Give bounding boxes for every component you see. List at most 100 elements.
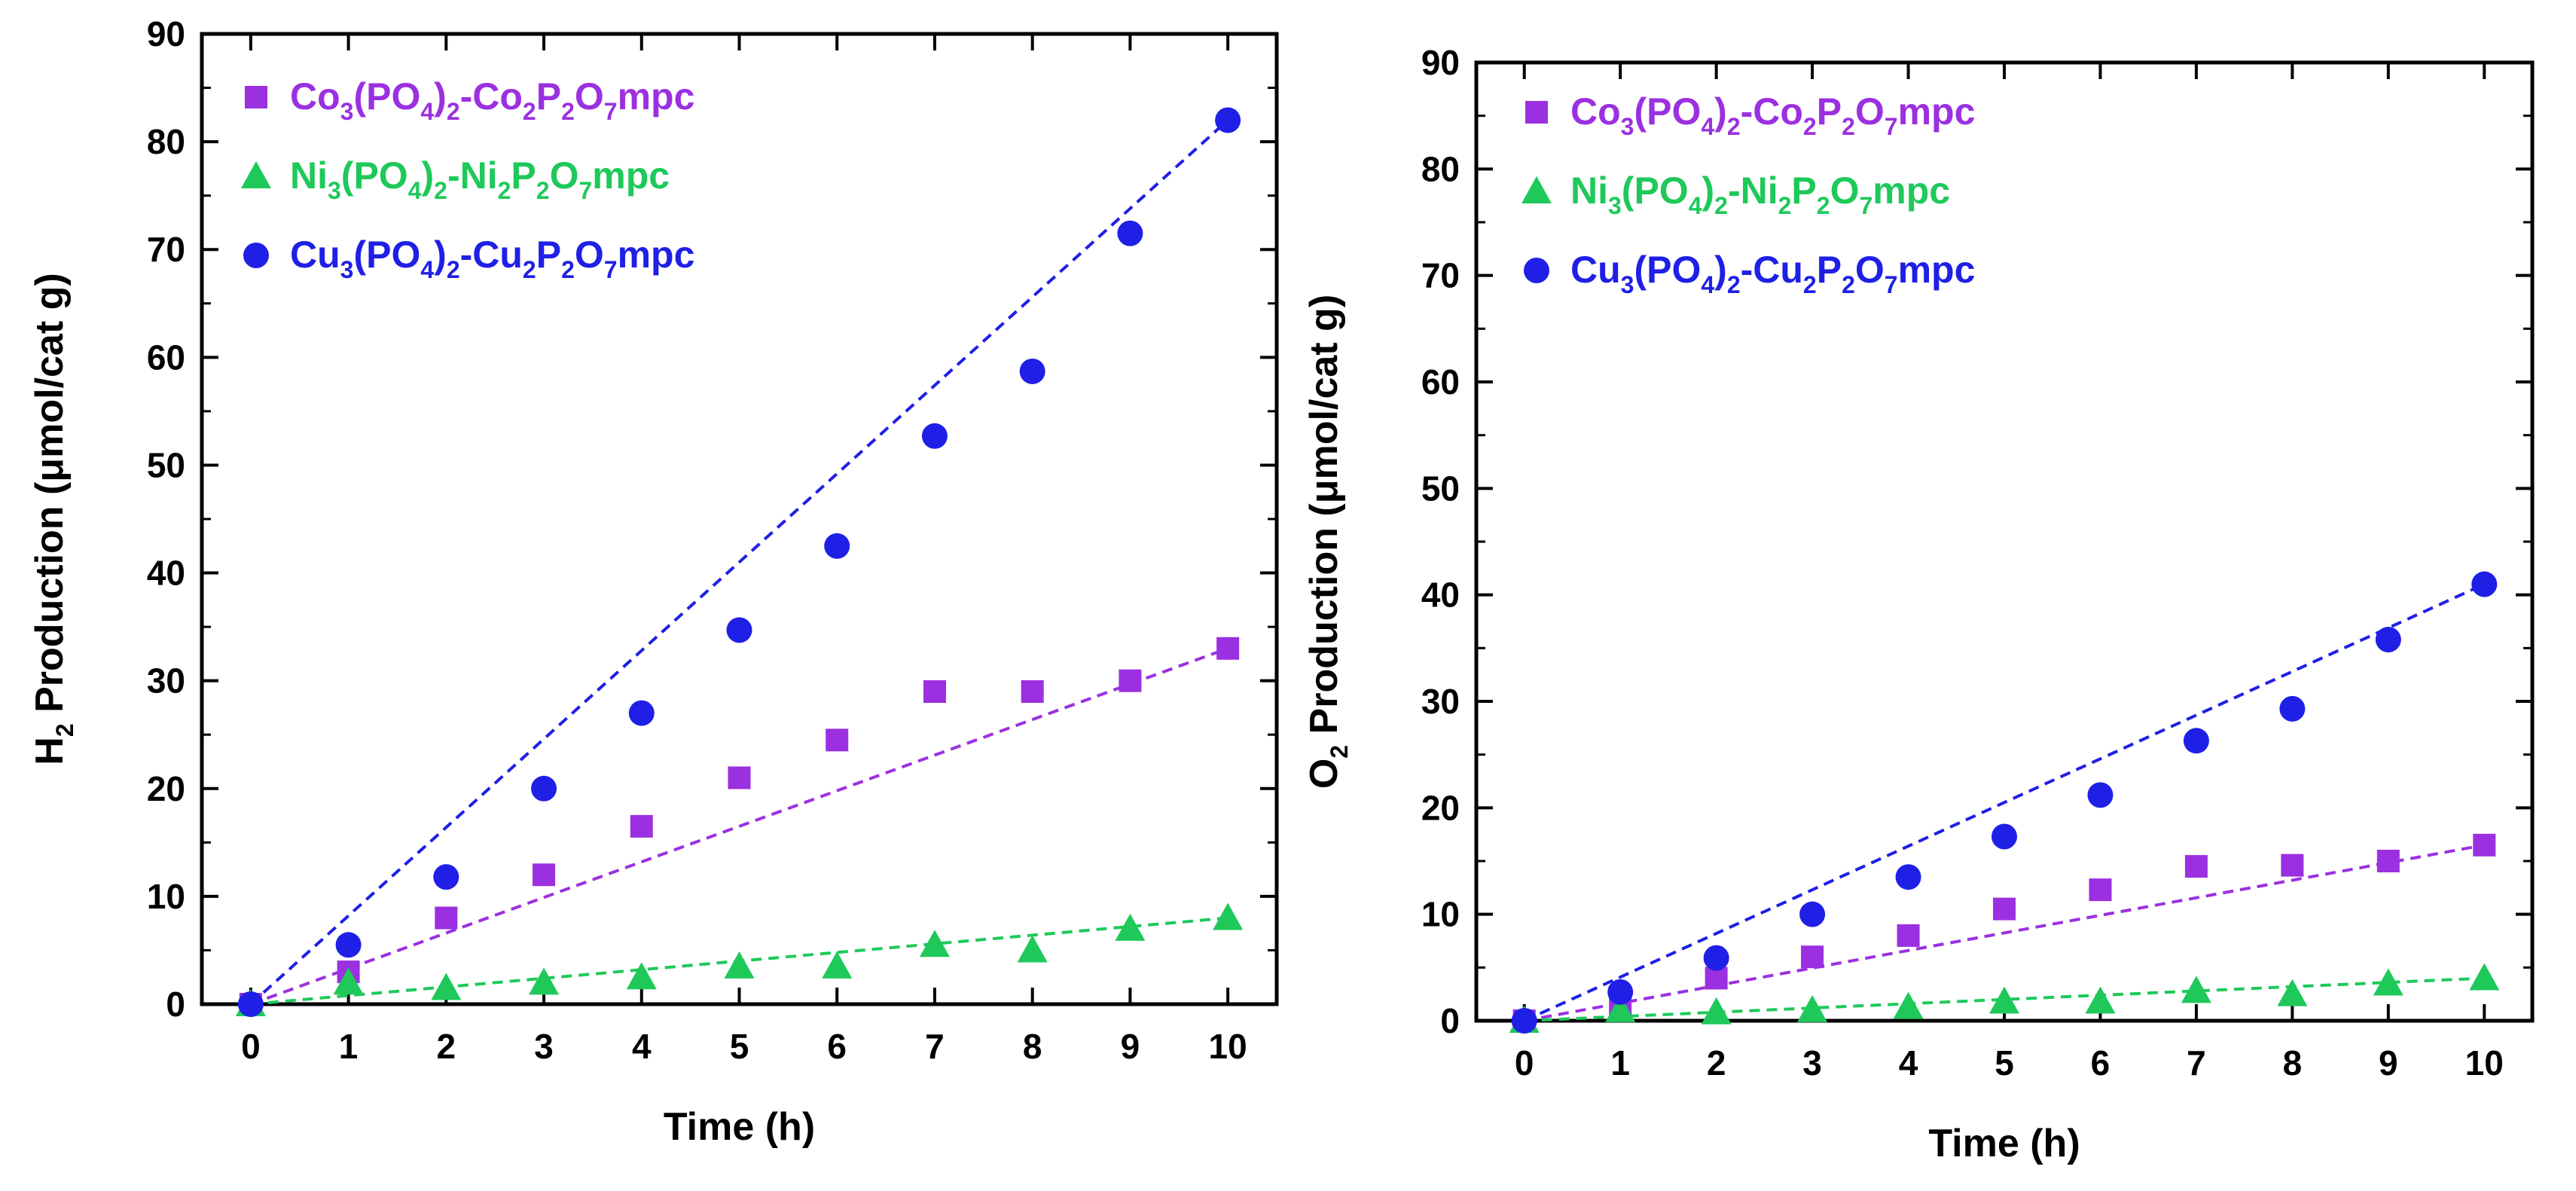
x-tick-label: 1: [1610, 1043, 1630, 1083]
data-point-cu: [628, 700, 655, 726]
legend-label-co: Co3(PO4)2-Co2P2O7mpc: [1570, 90, 1975, 140]
legend-label-co: Co3(PO4)2-Co2P2O7mpc: [290, 75, 694, 125]
data-point-co: [435, 906, 458, 930]
legend-segment: ): [1714, 90, 1727, 133]
legend-segment: 2: [561, 256, 575, 283]
y-tick-label: 80: [1421, 149, 1460, 188]
data-point-ni: [1017, 935, 1048, 963]
legend-segment: P: [1791, 169, 1816, 212]
y-axis-title-prefix: O: [1302, 759, 1346, 789]
legend-segment: 2: [1842, 271, 1855, 298]
y-tick-label: 40: [1421, 576, 1460, 615]
legend-segment: (PO: [1634, 249, 1701, 291]
y-tick-label: 20: [1421, 788, 1460, 827]
legend-segment: ): [1702, 169, 1715, 212]
data-point-cu: [1019, 358, 1045, 384]
legend-segment: 4: [1701, 113, 1714, 140]
legend-segment: mpc: [592, 154, 670, 197]
legend-segment: 2: [447, 256, 460, 283]
data-point-ni: [2277, 979, 2308, 1006]
data-point-cu: [726, 617, 752, 643]
legend-segment: P: [1817, 249, 1842, 291]
data-point-cu: [1992, 823, 2017, 850]
data-point-ni: [626, 962, 657, 990]
legend-label-ni: Ni3(PO4)2-Ni2P2O7mpc: [1570, 169, 1950, 219]
legend-segment: O: [575, 75, 604, 118]
legend-marker-ni: [1521, 176, 1552, 203]
data-point-cu: [531, 775, 557, 802]
x-tick-label: 8: [1023, 1027, 1042, 1066]
legend-segment: mpc: [1872, 169, 1950, 212]
legend-segment: (PO: [1622, 169, 1689, 212]
legend-segment: -Ni: [447, 154, 498, 197]
data-point-cu: [2375, 627, 2401, 653]
legend-segment: 2: [1803, 271, 1817, 298]
legend-label-cu: Cu3(PO4)2-Cu2P2O7mpc: [1570, 249, 1975, 298]
data-point-co: [2089, 878, 2112, 902]
data-point-cu: [1511, 1008, 1537, 1034]
legend-segment: -Cu: [1741, 249, 1803, 291]
legend-segment: Ni: [290, 154, 328, 197]
data-point-cu: [1215, 107, 1241, 133]
legend-segment: (PO: [1634, 90, 1701, 133]
x-tick-label: 10: [2465, 1043, 2504, 1083]
data-point-ni: [1893, 991, 1924, 1019]
x-tick-label: 3: [1802, 1043, 1822, 1083]
legend-segment: 2: [536, 177, 550, 204]
fit-line-co: [250, 646, 1228, 1006]
legend-segment: (PO: [353, 234, 420, 276]
legend-segment: P: [536, 75, 561, 118]
data-point-cu: [2471, 571, 2498, 597]
legend-segment: mpc: [618, 234, 695, 276]
legend-marker-co: [1525, 101, 1548, 124]
fit-line-co: [1524, 843, 2485, 1022]
legend-segment: 2: [1803, 113, 1817, 140]
legend-segment: 2: [1842, 113, 1855, 140]
fit-line-cu: [1523, 582, 2486, 1022]
data-point-cu: [335, 932, 362, 958]
data-point-ni: [1213, 902, 1244, 930]
x-tick-label: 5: [1995, 1043, 2014, 1083]
y-tick-label: 50: [147, 445, 185, 484]
data-point-ni: [2181, 976, 2211, 1003]
legend-segment: 7: [1859, 192, 1872, 219]
data-point-ni: [822, 951, 853, 979]
data-point-cu: [2279, 695, 2306, 722]
legend-segment: 7: [604, 256, 618, 283]
legend-segment: 3: [1621, 113, 1634, 140]
legend-label-ni: Ni3(PO4)2-Ni2P2O7mpc: [290, 154, 670, 204]
legend-segment: ): [434, 75, 447, 118]
legend-marker-ni: [241, 161, 271, 188]
y-tick-label: 90: [147, 14, 185, 53]
legend-segment: 2: [434, 177, 447, 204]
x-axis-title: Time (h): [1928, 1122, 2080, 1165]
data-point-co: [1021, 679, 1044, 703]
legend-segment: ): [1714, 249, 1727, 291]
legend-segment: 2: [523, 98, 536, 125]
data-point-ni: [1701, 997, 1732, 1025]
data-point-co: [1119, 669, 1142, 692]
legend-segment: 4: [420, 98, 434, 125]
legend-segment: 7: [578, 177, 592, 204]
data-point-ni: [333, 967, 364, 995]
y-tick-label: 0: [1440, 1001, 1460, 1040]
x-tick-label: 2: [437, 1027, 456, 1066]
data-point-co: [1216, 637, 1240, 660]
x-tick-label: 8: [2283, 1043, 2303, 1083]
legend-segment: 2: [1727, 271, 1741, 298]
o2-production-chart: 0 10 20 30 40 50 60 70 80 90 0 1 2 3 4 5 6 7 8 9 10 Time (h) O…: [1302, 43, 2535, 1165]
legend-segment: 2: [498, 177, 511, 204]
y-tick-label: 90: [1421, 43, 1460, 82]
legend-segment: mpc: [1898, 249, 1976, 291]
legend-segment: ): [434, 234, 447, 276]
legend-segment: 2: [561, 98, 575, 125]
legend-label-cu: Cu3(PO4)2-Cu2P2O7mpc: [290, 234, 694, 283]
data-point-co: [2473, 833, 2496, 857]
legend-segment: 2: [523, 256, 536, 283]
legend-segment: 2: [1817, 192, 1830, 219]
legend-segment: -Ni: [1728, 169, 1778, 212]
legend-segment: -Co: [460, 75, 523, 118]
legend-segment: -Co: [1741, 90, 1803, 133]
y-axis-title-prefix: H: [28, 737, 72, 765]
